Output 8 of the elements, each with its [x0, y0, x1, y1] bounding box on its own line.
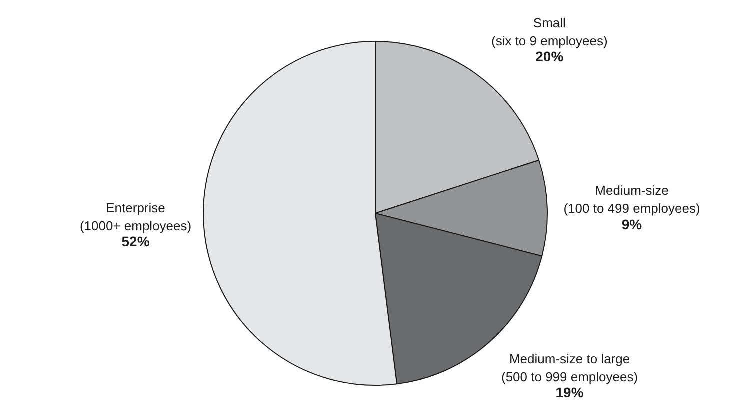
slice-label: Small (six to 9 employees) — [491, 15, 608, 48]
slice-label: Medium-size to large (500 to 999 employees) — [501, 352, 638, 385]
data-label: 19% — [556, 384, 584, 401]
slice-label: Medium-size (100 to 499 employees) — [564, 183, 700, 216]
data-label: 20% — [536, 48, 564, 65]
data-label: 52% — [122, 234, 150, 250]
data-label: 9% — [622, 216, 643, 232]
slice-label: Enterprise (1000+ employees) — [80, 200, 192, 234]
